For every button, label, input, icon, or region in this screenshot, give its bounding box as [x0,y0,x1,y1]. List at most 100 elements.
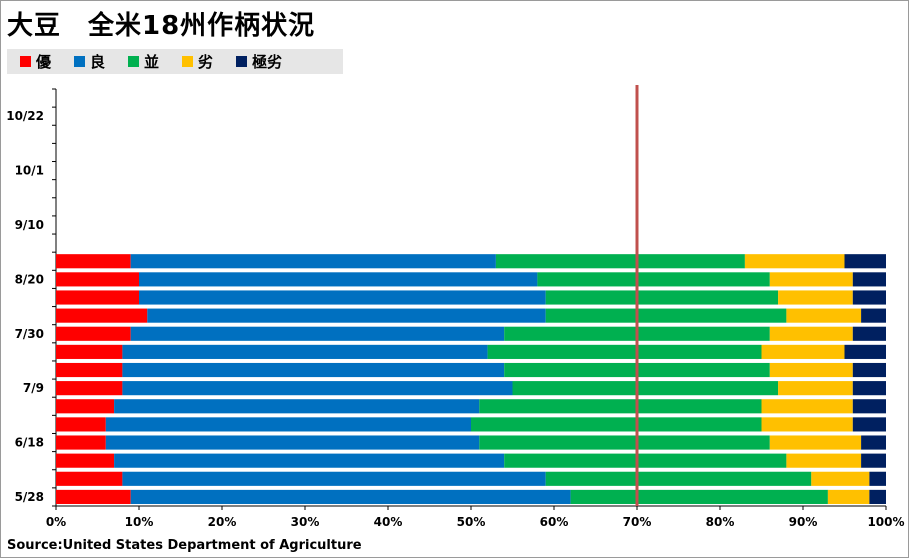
legend-label-0: 優 [36,53,52,71]
bar-segment-1 [122,381,513,396]
legend-swatch-4 [236,56,248,67]
y-tick-label: 5/28 [15,490,44,504]
bar-segment-4 [844,344,886,359]
bar-segment-0 [56,399,115,414]
bar-segment-0 [56,326,131,341]
bar-segment-1 [122,362,505,378]
x-tick-label: 40% [374,515,403,529]
bar-segment-1 [139,272,538,287]
x-tick-label: 50% [457,515,486,529]
legend-swatch-1 [74,56,86,67]
bar-segment-4 [852,326,886,341]
bar-segment-2 [570,489,828,505]
bar-segment-1 [139,290,546,305]
bar-segment-2 [495,254,745,269]
bar-segment-1 [105,435,480,450]
bar-segment-0 [56,254,131,269]
bar-segment-3 [744,254,845,269]
bar-segment-1 [122,471,546,486]
legend-swatch-0 [20,56,31,67]
bar-segment-3 [761,344,845,359]
bar-segment-3 [786,308,862,323]
bar-segment-4 [861,308,886,323]
bar-segment-0 [56,489,131,505]
bar-segment-0 [56,344,123,359]
y-tick-label: 7/30 [15,327,44,341]
bar-segment-2 [545,290,779,305]
bar-segment-4 [852,417,886,432]
x-tick-label: 70% [623,515,652,529]
bar-segment-3 [761,417,853,432]
bar-segment-0 [56,417,106,432]
y-tick-label: 7/9 [23,381,44,395]
bar-segment-0 [56,290,139,305]
bar-segment-1 [130,489,571,505]
bar-segment-2 [537,272,770,287]
x-tick-label: 90% [789,515,818,529]
x-tick-label: 80% [706,515,735,529]
y-tick-label: 6/18 [15,436,44,450]
bar-segment-1 [130,326,505,341]
bar-segment-2 [471,417,762,432]
chart-title: 大豆 全米18州作柄状況 [7,11,316,41]
bar-segment-3 [827,489,870,505]
bar-segment-0 [56,453,115,468]
legend-item-4: 極劣 [236,51,282,72]
legend-item-1: 良 [74,51,105,72]
bar-segment-4 [852,362,886,378]
bar-segment-4 [844,254,886,269]
x-tick-label: 60% [540,515,569,529]
bar-segment-2 [479,399,762,414]
x-tick-label: 30% [291,515,320,529]
legend-item-2: 並 [128,51,159,72]
x-tick-label: 0% [46,515,66,529]
bar-segment-4 [852,272,886,287]
bar-segment-0 [56,435,106,450]
bar-segment-1 [122,344,488,359]
bar-segment-0 [56,272,139,287]
bar-segment-3 [769,272,853,287]
legend-label-1: 良 [90,53,106,71]
legend-swatch-3 [182,56,194,67]
y-tick-label: 9/10 [15,218,44,232]
bar-segment-4 [869,489,886,505]
bar-segment-0 [56,471,123,486]
legend-label-3: 劣 [198,53,214,71]
bar-segment-1 [105,417,472,432]
y-tick-label: 10/22 [6,109,44,123]
bar-segment-2 [487,344,762,359]
bar-segment-0 [56,381,123,396]
bar-segment-1 [114,399,480,414]
bar-segment-0 [56,308,148,323]
bar-segment-4 [861,435,886,450]
bar-segment-3 [769,362,853,378]
bar-segment-2 [545,471,812,486]
bar-segment-3 [778,290,853,305]
bar-segment-4 [861,453,886,468]
y-tick-label: 8/20 [15,272,44,286]
x-tick-label: 100% [867,515,904,529]
bar-segment-2 [545,308,787,323]
bar-segment-0 [56,362,123,378]
legend-label-2: 並 [144,53,160,71]
bar-segment-4 [869,471,886,486]
bar-segment-3 [811,471,870,486]
bar-segment-1 [147,308,546,323]
legend-swatch-2 [128,56,140,67]
bar-segment-3 [786,453,862,468]
x-tick-label: 10% [125,515,154,529]
legend-item-0: 優 [20,51,51,72]
bar-segment-4 [852,399,886,414]
bar-segment-1 [114,453,505,468]
bar-segment-1 [130,254,496,269]
legend-label-4: 極劣 [252,53,283,71]
legend-item-3: 劣 [182,51,213,72]
bar-segment-2 [504,453,787,468]
y-tick-label: 10/1 [15,164,44,178]
bar-segment-4 [852,290,886,305]
bar-segment-3 [761,399,853,414]
bar-segment-3 [778,381,853,396]
bar-segment-3 [769,435,862,450]
